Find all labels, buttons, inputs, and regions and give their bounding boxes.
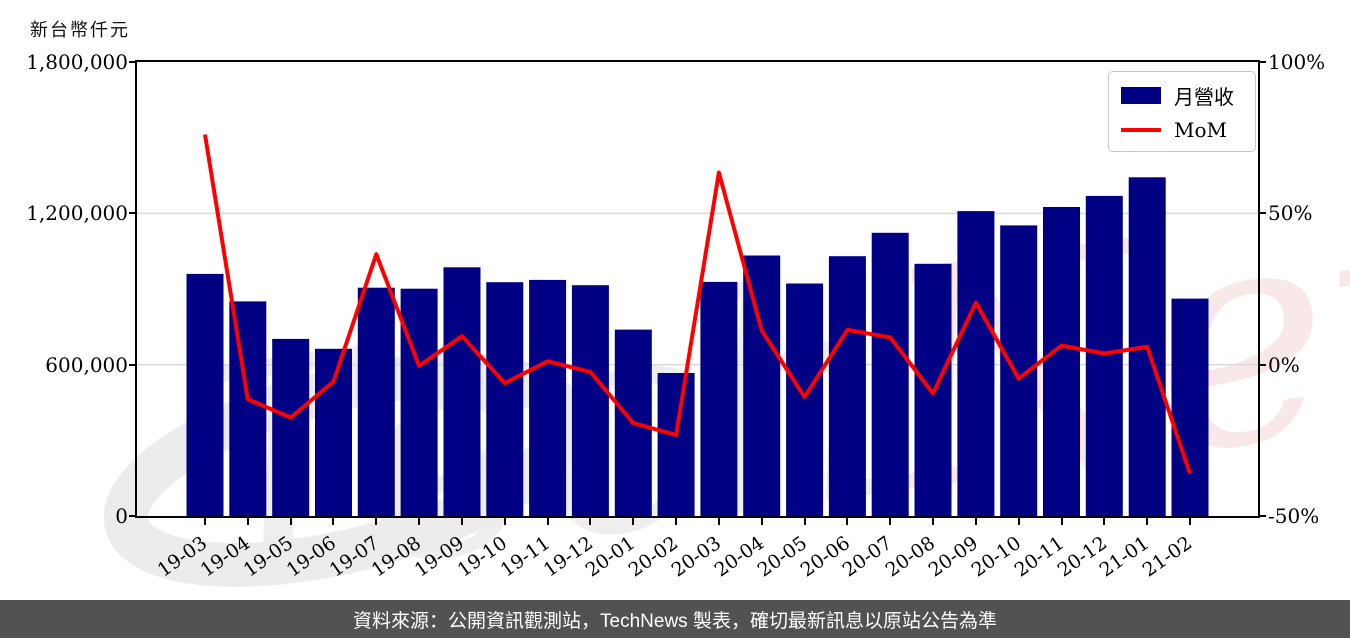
x-tickmark — [589, 517, 592, 525]
bar-20-04 — [743, 255, 781, 516]
legend: 月營收 MoM — [1108, 71, 1256, 152]
bar-19-08 — [400, 288, 438, 516]
x-tickmark — [246, 517, 249, 525]
legend-label-mom: MoM — [1174, 118, 1227, 142]
bar-21-02 — [1171, 298, 1209, 516]
left-tickmark — [129, 363, 137, 366]
left-axis-unit-label: 新台幣仟元 — [30, 20, 130, 41]
plot-area — [135, 60, 1260, 518]
x-tickmark — [1103, 517, 1106, 525]
x-tickmark — [974, 517, 977, 525]
right-tickmark — [1258, 363, 1266, 366]
line-swatch-icon — [1121, 128, 1161, 132]
x-tickmark — [632, 517, 635, 525]
x-tickmark — [675, 517, 678, 525]
x-tickmark — [332, 517, 335, 525]
bar-swatch-icon — [1121, 87, 1161, 104]
left-ytick-0: 0 — [115, 504, 128, 528]
right-tickmark — [1258, 61, 1266, 63]
left-ytick-1200000: 1,200,000 — [26, 201, 128, 226]
bar-20-06 — [828, 256, 866, 516]
left-tickmark — [129, 212, 137, 215]
bar-19-09 — [443, 267, 481, 516]
x-tickmark — [803, 517, 806, 525]
bar-19-12 — [571, 285, 609, 516]
left-ytick-1800000: 1,800,000 — [26, 50, 128, 74]
right-ytick-50: 50% — [1268, 201, 1313, 226]
source-footer: 資料來源：公開資訊觀測站，TechNews 製表，確切最新訊息以原站公告為準 — [0, 600, 1350, 638]
x-tickmark — [717, 517, 720, 525]
x-tickmark — [846, 517, 849, 525]
x-tickmark — [460, 517, 463, 525]
legend-label-revenue: 月營收 — [1174, 85, 1234, 109]
left-tickmark — [129, 61, 137, 63]
x-tickmark — [204, 517, 206, 525]
x-tickmark — [760, 517, 763, 525]
bar-19-11 — [529, 279, 567, 516]
bar-19-07 — [357, 287, 395, 516]
right-ytick-0: 0% — [1268, 352, 1300, 377]
x-tickmark — [1146, 517, 1149, 525]
bar-19-03 — [186, 273, 224, 516]
x-tickmark — [546, 517, 549, 525]
bar-20-12 — [1085, 195, 1123, 516]
chart-canvas — [137, 134, 1258, 516]
bar-20-02 — [657, 373, 695, 516]
right-tickmark — [1258, 212, 1266, 215]
bar-19-05 — [272, 338, 310, 516]
x-tickmark — [932, 517, 935, 525]
bar-20-07 — [871, 232, 909, 516]
right-ytick--50: -50% — [1268, 504, 1320, 528]
bar-20-11 — [1043, 207, 1080, 516]
bar-19-04 — [229, 301, 267, 516]
x-tickmark — [503, 517, 506, 525]
right-tickmark — [1258, 515, 1266, 517]
x-tickmark — [418, 517, 421, 525]
bar-19-06 — [315, 348, 352, 516]
x-tickmark — [1189, 517, 1191, 525]
mom-line — [203, 134, 1192, 475]
bar-20-03 — [700, 281, 738, 516]
bar-20-09 — [957, 211, 995, 516]
left-ytick-600000: 600,000 — [45, 352, 128, 377]
bar-19-10 — [486, 282, 524, 516]
x-tickmark — [889, 517, 892, 525]
right-ytick-100: 100% — [1268, 50, 1326, 74]
x-tickmark — [289, 517, 292, 525]
source-footer-text: 資料來源：公開資訊觀測站，TechNews 製表，確切最新訊息以原站公告為準 — [353, 610, 997, 632]
bar-20-05 — [786, 283, 824, 516]
left-tickmark — [129, 515, 137, 517]
x-tickmark — [1060, 517, 1063, 525]
x-tickmark — [1017, 517, 1020, 525]
legend-item-revenue: 月營收 — [1121, 81, 1243, 110]
legend-item-mom: MoM — [1121, 118, 1243, 142]
x-tickmark — [375, 517, 378, 525]
